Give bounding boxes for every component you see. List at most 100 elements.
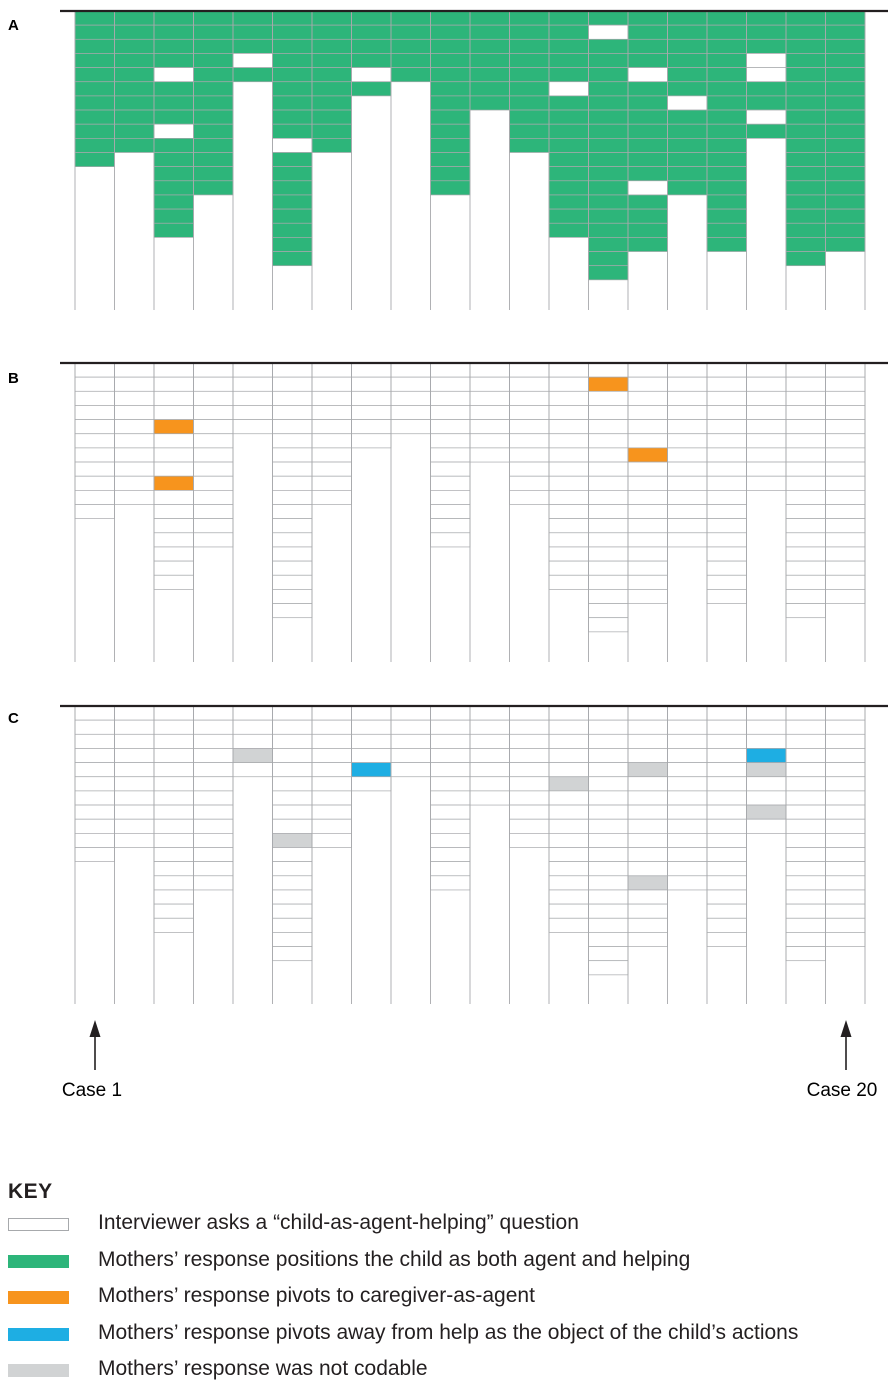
panel-c-case-14-q-7 — [588, 790, 629, 806]
panel-b-case-12-q-5 — [509, 419, 550, 435]
panel-b-case-14-q-4 — [588, 405, 629, 420]
panel-a-case-2-q-7 — [114, 95, 155, 111]
panel-a-case-10-q-7 — [430, 95, 471, 111]
panel-c-case-6-q-13 — [272, 875, 313, 891]
panel-c-case-14-q-9 — [588, 818, 629, 834]
panel-b-case-8-q-3 — [351, 390, 392, 406]
panel-b-case-14-q-9 — [588, 475, 629, 491]
panel-c-case-8-q-3 — [351, 733, 392, 749]
panel-c-case-6-q-5 — [272, 762, 313, 778]
panel-b-column-lines — [74, 363, 866, 662]
panel-c-case-1-q-9 — [74, 818, 115, 834]
panel-b-case-13-q-13 — [548, 532, 589, 548]
panel-b-case-10-q-1 — [430, 362, 471, 378]
panel-b-case-15-q-3 — [627, 390, 668, 406]
panel-c-case-3-q-4 — [153, 748, 194, 763]
panel-b-case-13-q-3 — [548, 390, 589, 406]
panel-a-case-6-q-2 — [272, 24, 313, 40]
panel-c-case-16-q-13 — [667, 875, 708, 891]
panel-b-case-17-q-14 — [706, 546, 747, 562]
panel-b-case-14-q-3 — [588, 390, 629, 406]
panel-c-case-20-q-16 — [825, 917, 866, 933]
panel-a-case-3-q-7 — [153, 95, 194, 111]
panel-b-case-11-q-4 — [469, 405, 510, 420]
panel-c-case-19-q-18 — [785, 946, 826, 962]
panel-c-case-10-q-12 — [430, 861, 471, 877]
panel-c-case-2-q-4 — [114, 748, 155, 763]
panel-c-case-10-q-7 — [430, 790, 471, 806]
panel-b-case-6-q-6 — [272, 433, 313, 449]
panel-a-case-1-q-10 — [74, 138, 115, 153]
panel-b-case-2-q-10 — [114, 490, 155, 505]
panel-b-case-14-q-14 — [588, 546, 629, 562]
panel-a-case-13-q-11 — [548, 152, 589, 167]
panel-a-case-20-q-17 — [825, 237, 866, 252]
panel-c-case-1-q-3 — [74, 733, 115, 749]
panel-c-column-lines — [74, 706, 866, 1004]
panel-c-case-4-q-11 — [193, 847, 234, 862]
panel-a-case-15-q-8 — [627, 109, 668, 125]
panel-b-case-15-q-1 — [627, 362, 668, 378]
panel-a-case-12-q-7 — [509, 95, 550, 111]
panel-a-case-20-q-4 — [825, 53, 866, 68]
panel-a-case-16-q-3 — [667, 38, 708, 54]
panel-b-case-20-q-8 — [825, 461, 866, 477]
panel-a-case-4-q-4 — [193, 53, 234, 68]
panel-a-case-15-q-16 — [627, 222, 668, 238]
panel-b-case-16-q-10 — [667, 490, 708, 505]
panel-b-case-20-q-9 — [825, 475, 866, 491]
panel-c-case-5-q-4 — [232, 748, 273, 763]
panel-a-case-3-q-5 — [153, 67, 194, 83]
panel-c-case-6-q-2 — [272, 719, 313, 735]
panel-c-case-12-q-3 — [509, 733, 550, 749]
panel-b-case-1-q-6 — [74, 433, 115, 449]
panel-a-case-11-q-2 — [469, 24, 510, 40]
panel-b-case-4-q-8 — [193, 461, 234, 477]
panel-a-case-19-q-4 — [785, 53, 826, 68]
panel-a-case-8-q-4 — [351, 53, 392, 68]
panel-b-case-4-q-1 — [193, 362, 234, 378]
panel-c-case-15-q-13 — [627, 875, 668, 891]
panel-c-case-1-q-5 — [74, 762, 115, 778]
panel-c-case-13-q-4 — [548, 748, 589, 763]
panel-b-case-3-q-9 — [153, 475, 194, 491]
panel-b-case-12-q-4 — [509, 405, 550, 420]
panel-c-case-16-q-7 — [667, 790, 708, 806]
panel-b-case-3-q-8 — [153, 461, 194, 477]
panel-b-case-19-q-10 — [785, 490, 826, 505]
panel-c-case-17-q-10 — [706, 832, 747, 848]
panel-b-case-11-q-3 — [469, 390, 510, 406]
panel-c-case-6-q-10 — [272, 832, 313, 848]
panel-b-case-17-q-3 — [706, 390, 747, 406]
panel-a-case-16-q-9 — [667, 123, 708, 139]
panel-b-case-2-q-9 — [114, 475, 155, 491]
panel-b-case-16-q-11 — [667, 504, 708, 519]
panel-b-case-15-q-15 — [627, 560, 668, 576]
panel-b-case-8-q-4 — [351, 405, 392, 420]
panel-c-case-8-q-5 — [351, 762, 392, 778]
panel-c-case-13-q-16 — [548, 917, 589, 933]
panel-a-case-3-q-12 — [153, 166, 194, 182]
panel-b-case-16-q-13 — [667, 532, 708, 548]
panel-a-case-19-q-5 — [785, 67, 826, 83]
panel-b-case-14-q-2 — [588, 376, 629, 392]
panel-a-case-15-q-3 — [627, 38, 668, 54]
panel-c-case-16-q-5 — [667, 762, 708, 778]
panel-c-case-19-q-13 — [785, 875, 826, 891]
panel-c-case-3-q-7 — [153, 790, 194, 806]
key-item-agent-helping: Mothers’ response positions the child as… — [8, 1247, 888, 1284]
panel-c-case-17-q-11 — [706, 847, 747, 862]
panel-b-case-2-q-3 — [114, 390, 155, 406]
panel-c-case-20-q-12 — [825, 861, 866, 877]
panel-c-case-10-q-3 — [430, 733, 471, 749]
panel-b-case-14-q-1 — [588, 362, 629, 378]
panel-c-case-17-q-7 — [706, 790, 747, 806]
panel-b-case-15-q-13 — [627, 532, 668, 548]
panel-a-case-6-q-17 — [272, 237, 313, 252]
key-label-question: Interviewer asks a “child-as-agent-helpi… — [98, 1211, 579, 1234]
panel-b-case-3-q-13 — [153, 532, 194, 548]
panel-a-case-8-q-2 — [351, 24, 392, 40]
case-1-arrow — [89, 1020, 101, 1070]
panel-b-case-6-q-10 — [272, 490, 313, 505]
panel-b-case-4-q-9 — [193, 475, 234, 491]
